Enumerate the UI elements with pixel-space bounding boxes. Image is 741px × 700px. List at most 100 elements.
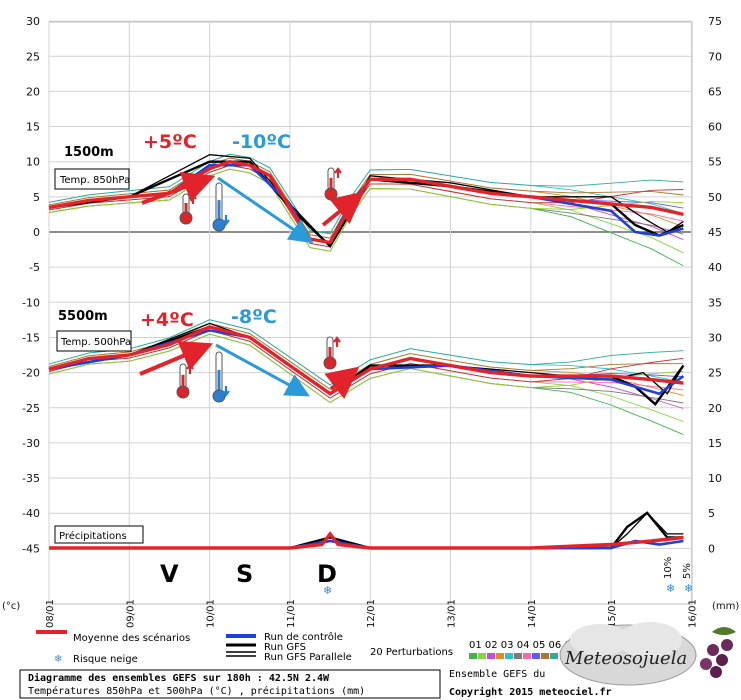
t500-box xyxy=(56,330,132,352)
t850-box xyxy=(54,168,130,190)
right-unit-label: (mm) xyxy=(712,601,739,612)
day-label-sunday: D xyxy=(317,560,337,588)
left-tick-label: -35 xyxy=(22,472,40,485)
left-tick-label: 0 xyxy=(33,226,40,239)
legend-control-label: Run de contrôle xyxy=(264,631,343,643)
t850-perturbation-line xyxy=(48,164,684,254)
legend-gfs-label: Run GFS xyxy=(264,642,306,653)
right-tick-label: 60 xyxy=(708,121,722,134)
right-tick-label: 15 xyxy=(708,437,722,450)
t500-cold-annotation: -8ºC xyxy=(231,306,277,328)
t850-box-label: Temp. 850hPa xyxy=(59,175,130,186)
right-tick-label: 10 xyxy=(708,472,722,485)
left-axis-labels: 30 25 20 15 10 5 0 -5 -10 -15 -20 -25 -30 -35 -40 -45 (°… xyxy=(2,15,40,612)
snow-pct-2: 5% xyxy=(682,563,693,579)
thermometer-warm-icon xyxy=(176,363,194,399)
x-tick-label: 10/01 xyxy=(206,599,217,628)
left-tick-label: -25 xyxy=(22,402,40,415)
thermometer-warm-icon xyxy=(323,336,341,370)
legend-mean-label: Moyenne des scénarios xyxy=(73,632,190,644)
chart-series xyxy=(48,153,685,550)
left-tick-label: -10 xyxy=(22,296,40,309)
left-tick-label: 10 xyxy=(26,156,40,169)
x-tick-label: 09/01 xyxy=(125,599,136,628)
t500-perturbation-line xyxy=(48,333,684,404)
day-label-saturday: S xyxy=(236,560,253,588)
legend-snow-icon: ❄ xyxy=(54,654,62,665)
snow-flake-icon: ❄ xyxy=(666,582,675,595)
legend-pert-swatches xyxy=(469,653,558,659)
right-tick-label: 5 xyxy=(708,507,715,520)
thermometer-warm-icon xyxy=(324,167,342,201)
watermark-logo: Meteosojuela xyxy=(559,622,736,686)
left-unit-label: (°c) xyxy=(2,601,20,612)
t850-cold-annotation: -10ºC xyxy=(232,131,291,153)
t850-rebound-arrow xyxy=(321,191,365,227)
t850-cold-arrow xyxy=(217,176,314,244)
left-tick-label: 15 xyxy=(26,121,40,134)
legend-gfs-parallel-label: Run GFS Parallele xyxy=(264,652,352,663)
left-tick-label: -5 xyxy=(29,261,40,274)
legend-pert-swatch xyxy=(469,653,477,659)
t500-perturbation-line xyxy=(48,319,684,386)
left-tick-label: -45 xyxy=(22,542,40,555)
t850-perturbation-line xyxy=(48,157,684,239)
right-tick-label: 40 xyxy=(708,261,722,274)
footer-copyright: Copyright 2015 meteociel.fr xyxy=(449,686,612,698)
snow-flake-icon: ❄ xyxy=(684,582,693,595)
day-label-friday: V xyxy=(160,560,179,588)
legend-pert-swatch xyxy=(496,653,504,659)
precip-box-label: Précipitations xyxy=(59,530,127,542)
thermometer-warm-icon xyxy=(179,193,197,225)
precip-gfs-parallel-line xyxy=(49,511,684,549)
x-tick-label: 08/01 xyxy=(45,599,56,628)
right-tick-label: 20 xyxy=(708,402,722,415)
t500-warm-annotation: +4ºC xyxy=(140,309,194,331)
legend-perturbations-label: 20 Perturbations xyxy=(370,647,453,658)
legend-pert-swatch xyxy=(523,653,531,659)
legend-pert-swatch xyxy=(532,653,540,659)
x-tick-label: 12/01 xyxy=(366,599,377,628)
legend: Moyenne des scénarios ❄ Risque neige Run… xyxy=(36,630,603,665)
right-tick-label: 30 xyxy=(708,331,722,344)
left-tick-label: -40 xyxy=(22,507,40,520)
footer-box xyxy=(19,669,441,699)
left-tick-label: -15 xyxy=(22,331,40,344)
legend-pert-swatch xyxy=(514,653,522,659)
x-tick-label: 13/01 xyxy=(447,599,458,628)
left-tick-label: 20 xyxy=(26,85,40,98)
left-tick-label: 25 xyxy=(26,50,40,63)
snow-pct-1: 10% xyxy=(663,557,674,579)
t500-perturbation-line xyxy=(48,326,684,395)
legend-pert-swatch xyxy=(487,653,495,659)
t500-gfs-parallel-line xyxy=(48,322,684,395)
chart-grid xyxy=(48,20,693,605)
x-tick-label: 15/01 xyxy=(607,599,618,628)
watermark-text: Meteosojuela xyxy=(564,648,687,669)
t500-box-label: Temp. 500hPa xyxy=(60,337,131,348)
precip-gfs-line xyxy=(49,511,684,550)
x-tick-label: 16/01 xyxy=(687,599,698,628)
t850-warm-arrow xyxy=(141,171,216,205)
precip-box xyxy=(54,525,144,544)
t850-gfs-parallel-line xyxy=(48,154,684,248)
thermometer-cold-icon xyxy=(212,351,230,403)
left-tick-label: -30 xyxy=(22,437,40,450)
right-tick-label: 50 xyxy=(708,191,722,204)
thermometer-cold-icon xyxy=(212,182,230,232)
right-tick-label: 75 xyxy=(708,15,722,28)
precip-mean-line xyxy=(49,531,684,550)
legend-pert-swatch xyxy=(478,653,486,659)
right-tick-label: 0 xyxy=(708,542,715,555)
legend-pert-swatch xyxy=(541,653,549,659)
right-tick-label: 25 xyxy=(708,367,722,380)
t500-rebound-arrow xyxy=(324,366,360,399)
footer-ensemble: Ensemble GEFS du xyxy=(449,669,545,680)
t500-perturbation-line xyxy=(48,330,684,399)
t500-cold-arrow xyxy=(215,343,310,397)
legend-snow-label: Risque neige xyxy=(73,654,138,665)
t850-perturbation-line xyxy=(48,157,684,239)
t850-warm-annotation: +5ºC xyxy=(143,131,197,153)
